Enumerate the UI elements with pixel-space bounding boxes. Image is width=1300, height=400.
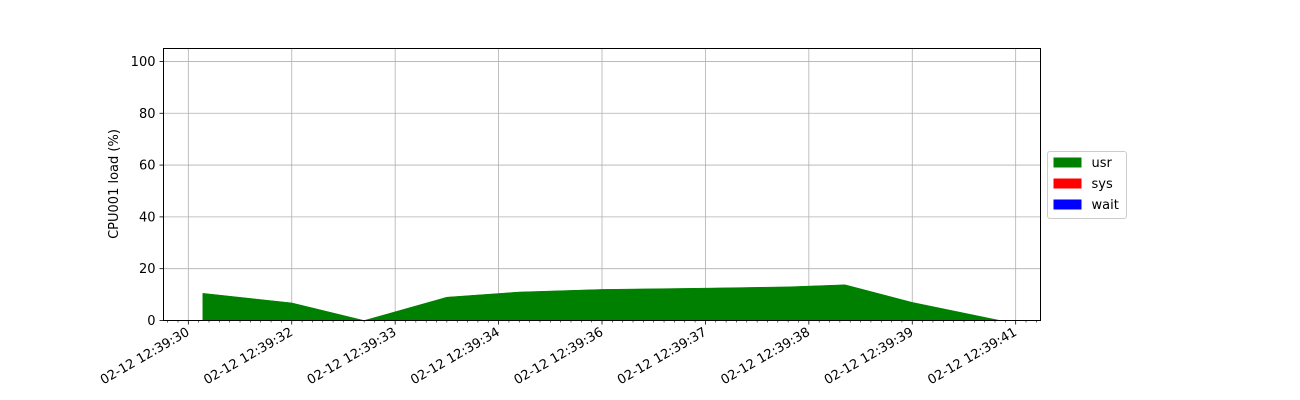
area-usr: [202, 284, 1001, 321]
grid-lines: [163, 48, 1041, 321]
x-tick-label: 02-12 12:39:30: [98, 325, 192, 388]
y-tick-label: 20: [139, 262, 156, 277]
x-tick-label: 02-12 12:39:32: [201, 325, 295, 388]
y-axis-label: CPU001 load (%): [107, 129, 122, 239]
legend-label-sys: sys: [1092, 177, 1113, 192]
legend-swatch-wait: [1053, 199, 1082, 210]
y-tick-label: 0: [147, 314, 155, 329]
x-tick-label: 02-12 12:39:38: [718, 325, 812, 388]
y-tick-label: 80: [139, 107, 156, 122]
y-tick-label: 60: [139, 159, 156, 174]
legend-label-usr: usr: [1092, 156, 1113, 171]
x-tick-label: 02-12 12:39:37: [615, 325, 709, 388]
x-tick-label: 02-12 12:39:34: [408, 325, 502, 388]
legend-label-wait: wait: [1092, 198, 1119, 213]
series-areas: [202, 284, 1001, 321]
legend-swatch-sys: [1053, 178, 1082, 189]
y-tick-label: 100: [131, 55, 156, 70]
x-tick-label: 02-12 12:39:33: [305, 325, 399, 388]
y-tick-label: 40: [139, 210, 156, 225]
x-tick-label: 02-12 12:39:41: [925, 325, 1019, 388]
legend-swatch-usr: [1053, 157, 1082, 168]
legend: usr sys wait: [1047, 151, 1127, 219]
y-axis-ticks: 0 20 40 60 80 100: [131, 55, 164, 329]
x-tick-label: 02-12 12:39:39: [822, 325, 916, 388]
x-tick-label: 02-12 12:39:36: [512, 325, 606, 388]
x-axis-ticks: 02-12 12:39:30 02-12 12:39:32 02-12 12:39:…: [98, 320, 1037, 388]
